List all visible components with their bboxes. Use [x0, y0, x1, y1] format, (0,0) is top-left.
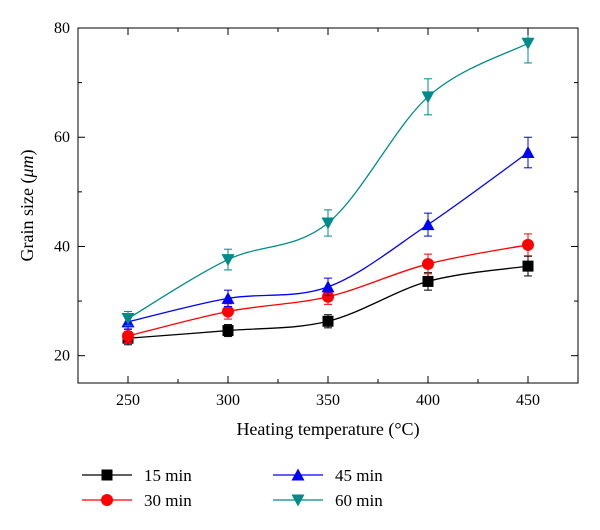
legend-label: 45 min — [335, 466, 383, 485]
series-layer — [121, 28, 535, 346]
axes-layer: 250 300 350 400 450 20 40 60 80 — [54, 20, 579, 409]
legend-marker — [291, 494, 305, 507]
legend: 15 min 30 min 45 min 60 min — [82, 466, 383, 510]
y-tick-label: 80 — [54, 20, 70, 37]
series-line — [127, 42, 529, 320]
data-point — [421, 91, 435, 104]
y-axis-title-unit: μm — [17, 155, 37, 178]
x-tick-label: 350 — [316, 392, 340, 409]
y-axis-title: Grain size (μm) — [17, 149, 38, 261]
legend-item: 15 min — [82, 466, 192, 485]
data-point — [322, 315, 334, 327]
data-point — [421, 218, 435, 231]
data-point — [521, 146, 535, 159]
legend-label: 60 min — [335, 491, 383, 510]
x-tick-label: 250 — [116, 392, 140, 409]
legend-item: 45 min — [273, 466, 383, 485]
data-point — [221, 291, 235, 304]
legend-item: 30 min — [82, 491, 192, 510]
data-point — [222, 325, 234, 337]
data-point — [322, 290, 334, 303]
data-point — [522, 238, 534, 251]
x-tick-label: 450 — [516, 392, 540, 409]
data-point — [422, 275, 434, 287]
data-point — [521, 37, 535, 50]
series-60-min — [121, 28, 535, 327]
data-point — [522, 260, 534, 272]
data-point — [222, 305, 234, 318]
data-point — [321, 217, 335, 230]
data-point — [321, 280, 335, 293]
y-tick-label: 20 — [54, 348, 70, 365]
series-30-min — [122, 233, 534, 344]
y-tick-label: 40 — [54, 238, 70, 255]
data-point — [122, 330, 134, 343]
data-point — [422, 257, 434, 270]
x-axis-title: Heating temperature (°C) — [236, 419, 419, 440]
legend-label: 15 min — [144, 466, 192, 485]
y-axis-title-prefix: Grain size ( — [17, 178, 38, 262]
legend-marker — [101, 469, 113, 481]
data-point — [221, 254, 235, 267]
legend-marker — [291, 468, 305, 481]
y-axis-title-suffix: ) — [17, 149, 38, 155]
y-tick-label: 60 — [54, 129, 70, 146]
legend-marker — [101, 494, 113, 506]
x-tick-label: 300 — [216, 392, 240, 409]
legend-label: 30 min — [144, 491, 192, 510]
data-point — [121, 313, 135, 326]
x-tick-label: 400 — [416, 392, 440, 409]
legend-item: 60 min — [273, 491, 383, 510]
